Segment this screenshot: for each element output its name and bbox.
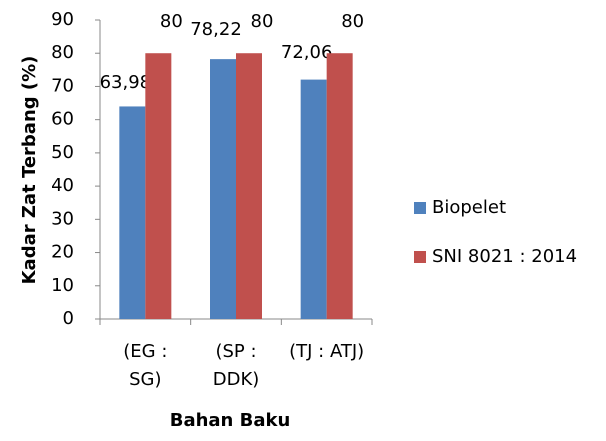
y-tick-label: 50 [51,142,74,163]
x-tick-label: (SP : DDK) [212,341,260,390]
x-tick-label: (TJ : ATJ) [289,341,365,362]
y-tick-label: 0 [63,308,74,329]
x-tick-label: (EG : SG) [123,341,168,390]
y-tick-label: 80 [51,42,74,63]
data-label: 72,06 [281,42,333,63]
bar [119,106,146,320]
y-tick-label: 60 [51,109,74,130]
y-tick-label: 90 [51,9,74,30]
y-tick-label: 70 [51,75,74,96]
y-tick-label: 30 [51,208,74,229]
bar [236,53,262,319]
y-tick-label: 20 [51,242,74,263]
data-label: 80 [251,11,274,32]
y-tick-label: 40 [51,175,74,196]
data-label: 63,98 [100,72,152,93]
legend-label: Biopelet [432,197,506,218]
bar [145,53,172,319]
data-label: 80 [341,11,364,32]
y-tick-label: 10 [51,275,74,296]
bar [326,53,353,319]
x-axis-label: Bahan Baku [170,410,291,431]
data-label: 78,22 [190,19,242,40]
legend-label: SNI 8021 : 2014 [432,246,577,267]
bar [300,79,327,319]
legend-swatch [414,251,426,263]
y-axis-label: Kadar Zat Terbang (%) [19,56,40,285]
bar [210,59,236,320]
legend-swatch [414,202,426,214]
data-label: 80 [160,11,183,32]
